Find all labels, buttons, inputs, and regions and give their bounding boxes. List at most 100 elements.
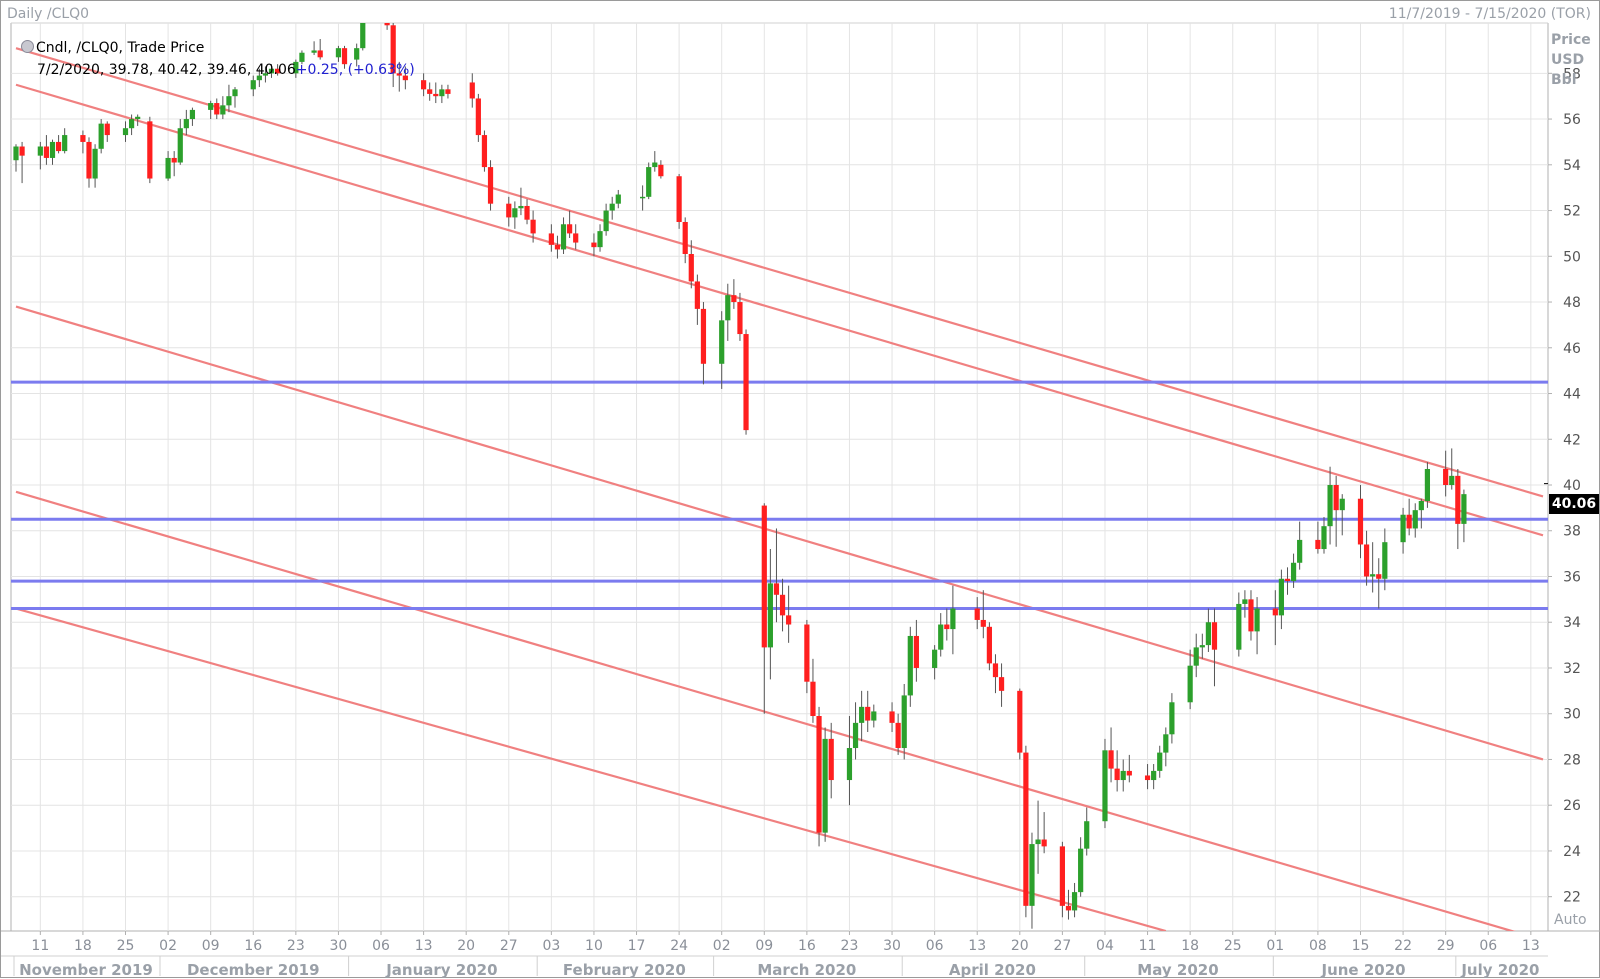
candle-down: [1114, 768, 1120, 781]
candle-up: [1078, 848, 1084, 893]
candle-up: [822, 738, 828, 833]
candle-down: [469, 82, 475, 99]
x-tick-label: 30: [330, 938, 348, 954]
plot-area: [11, 23, 1548, 931]
candle-down: [421, 80, 427, 90]
candle-down: [1211, 622, 1218, 650]
axis-unit-usd: USD: [1551, 52, 1585, 68]
candle-down: [481, 135, 488, 168]
candle-down: [567, 224, 573, 234]
x-tick-label: 25: [117, 938, 135, 954]
y-tick-label: 30: [1563, 707, 1581, 723]
x-tick-label: 13: [1522, 938, 1540, 954]
x-tick-label: 06: [1479, 938, 1497, 954]
candle-down: [761, 505, 767, 648]
candle-up: [220, 105, 226, 115]
candle-up: [859, 706, 865, 723]
candle-down: [1443, 468, 1449, 486]
axis-unit-price: Price: [1551, 32, 1591, 48]
candle-down: [427, 89, 433, 94]
x-tick-label: 11: [31, 938, 49, 954]
candle-down: [591, 242, 597, 248]
x-tick-label: 08: [1309, 938, 1327, 954]
candle-up: [932, 649, 938, 668]
candle-down: [804, 624, 810, 682]
axis-unit-bbl: Bbl: [1551, 72, 1577, 88]
x-tick-label: 01: [1266, 938, 1284, 954]
candle-down: [1023, 752, 1029, 906]
y-tick-label: 42: [1563, 432, 1581, 448]
candle-down: [384, 23, 390, 26]
candle-up: [1400, 514, 1406, 543]
candle-up: [98, 123, 104, 149]
candle-up: [950, 608, 956, 630]
month-label: May 2020: [1137, 961, 1218, 979]
x-tick-label: 23: [841, 938, 859, 954]
candle-up: [901, 695, 907, 749]
y-tick-label: 54: [1563, 158, 1581, 174]
y-tick-label: 46: [1563, 341, 1581, 357]
candle-up: [1187, 665, 1193, 703]
x-tick-label: 16: [244, 938, 262, 954]
candle-down: [865, 706, 871, 721]
candle-up: [1236, 603, 1242, 650]
x-tick-label: 10: [585, 938, 603, 954]
auto-scale-button[interactable]: Auto: [1554, 912, 1587, 928]
candle-up: [852, 722, 859, 749]
candle-up: [128, 119, 135, 129]
study-settings-icon[interactable]: [21, 40, 34, 53]
candle-up: [719, 320, 725, 364]
last-price-tag: 40.06: [1549, 494, 1599, 514]
candle-up: [1102, 750, 1108, 822]
candle-down: [779, 594, 786, 616]
trend-channel-line: [15, 47, 1544, 498]
month-label: December 2019: [187, 961, 320, 979]
candle-up: [1278, 578, 1285, 616]
y-tick-label: 58: [1563, 66, 1581, 82]
x-tick-label: 16: [798, 938, 816, 954]
legend-ohlc-values: 7/2/2020, 39.78, 40.42, 39.46, 40.06: [37, 62, 296, 78]
candle-up: [293, 61, 299, 74]
candle-down: [944, 624, 950, 630]
y-tick-label: 44: [1563, 387, 1581, 403]
candle-down: [433, 93, 439, 97]
y-tick-label: 50: [1563, 249, 1581, 265]
candle-down: [1065, 905, 1072, 911]
candle-up: [335, 48, 342, 58]
x-tick-label: 15: [1352, 938, 1370, 954]
month-label: July 2020: [1460, 961, 1539, 979]
candle-up: [360, 23, 366, 49]
candle-down: [341, 48, 348, 65]
candle-down: [548, 233, 554, 245]
candle-down: [743, 334, 749, 431]
candle-up: [1254, 608, 1260, 632]
candle-up: [1424, 468, 1431, 502]
candle-up: [871, 711, 877, 721]
candle-down: [1284, 578, 1291, 582]
candle-up: [1242, 599, 1248, 604]
legend-change-values: +0.25, (+0.63%): [295, 62, 415, 78]
candle-down: [786, 615, 792, 625]
x-tick-label: 11: [1139, 938, 1157, 954]
x-tick-label: 02: [713, 938, 731, 954]
candle-up: [725, 295, 731, 321]
trend-channel-line: [15, 490, 1516, 931]
candle-down: [682, 221, 688, 255]
candle-up: [1157, 752, 1163, 771]
candle-up: [189, 109, 196, 120]
x-tick-label: 24: [670, 938, 688, 954]
candle-up: [846, 748, 853, 781]
candle-down: [80, 135, 86, 142]
trend-channel-line: [15, 83, 1544, 537]
candle-up: [62, 135, 68, 152]
candle-up: [640, 196, 646, 199]
candle-down: [1248, 599, 1254, 632]
candle-down: [214, 103, 220, 115]
candle-up: [1199, 645, 1205, 648]
candle-up: [268, 68, 275, 74]
candle-down: [506, 203, 512, 218]
candle-down: [992, 663, 999, 678]
x-tick-label: 17: [628, 938, 646, 954]
